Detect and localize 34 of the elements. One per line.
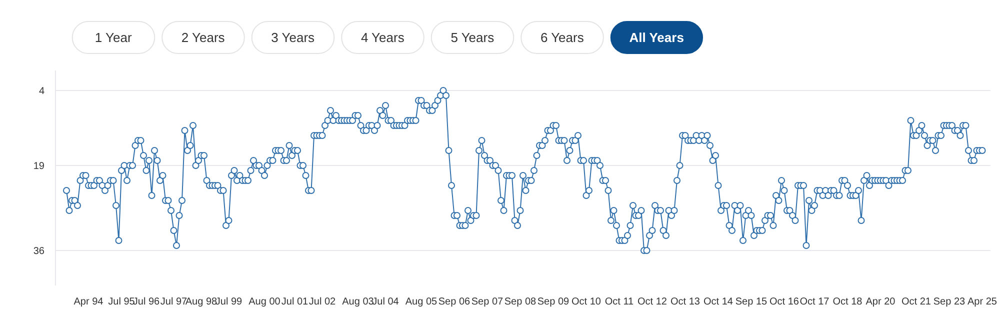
x-tick-label: Jul 04 (372, 296, 400, 308)
x-tick-label: Sep 06 (438, 296, 471, 308)
x-tick-label: Oct 10 (572, 296, 602, 308)
x-tick-label: Oct 12 (638, 296, 668, 308)
x-tick-label: Sep 07 (471, 296, 504, 308)
x-tick-label: Apr 20 (866, 296, 896, 308)
x-tick-label: Sep 15 (735, 296, 768, 308)
x-tick-label: Oct 21 (902, 296, 932, 308)
x-tick-label: Oct 11 (604, 296, 634, 308)
text: 1 Year (94, 30, 132, 45)
x-tick-label: Oct 17 (800, 296, 830, 308)
x-tick-label: Sep 09 (537, 296, 570, 308)
y-tick-label: 36 (33, 246, 45, 257)
text: 4 Years (360, 30, 405, 45)
text: 5 Years (450, 30, 495, 45)
x-tick-label: Sep 08 (504, 296, 537, 308)
x-tick-label: Jul 02 (308, 296, 336, 308)
text: All Years (629, 30, 684, 45)
x-tick-label: Jul 97 (160, 296, 188, 308)
x-tick-label: Sep 23 (933, 296, 966, 308)
text: 2 Years (181, 30, 226, 45)
x-tick-label: Oct 18 (832, 296, 863, 308)
x-tick-label: Apr 94 (74, 296, 104, 308)
text: 6 Years (540, 30, 584, 45)
x-tick-label: Apr 25 (968, 296, 998, 308)
y-tick-label: 19 (33, 161, 45, 172)
x-tick-label: Oct 14 (704, 296, 734, 308)
x-tick-label: Oct 16 (770, 296, 800, 308)
y-tick-label: 4 (38, 86, 45, 97)
x-tick-label: Aug 00 (248, 296, 281, 308)
x-tick-label: Oct 13 (670, 296, 700, 308)
x-tick-label: Jul 01 (281, 296, 309, 308)
text: 3 Years (271, 30, 316, 45)
x-tick-label: Aug 05 (405, 296, 438, 308)
